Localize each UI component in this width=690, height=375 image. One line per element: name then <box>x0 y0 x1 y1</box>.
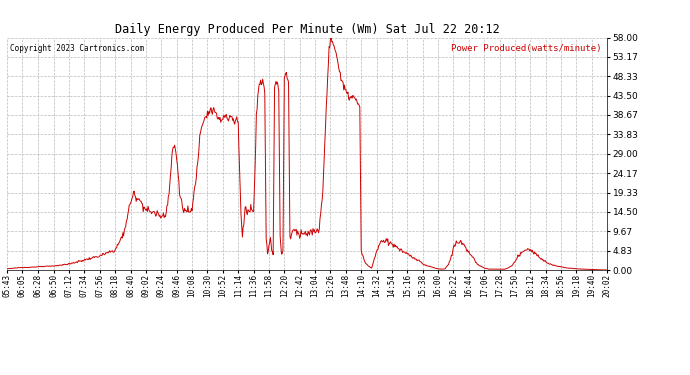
Text: Power Produced(watts/minute): Power Produced(watts/minute) <box>451 45 601 54</box>
Title: Daily Energy Produced Per Minute (Wm) Sat Jul 22 20:12: Daily Energy Produced Per Minute (Wm) Sa… <box>115 23 500 36</box>
Text: Copyright 2023 Cartronics.com: Copyright 2023 Cartronics.com <box>10 45 144 54</box>
